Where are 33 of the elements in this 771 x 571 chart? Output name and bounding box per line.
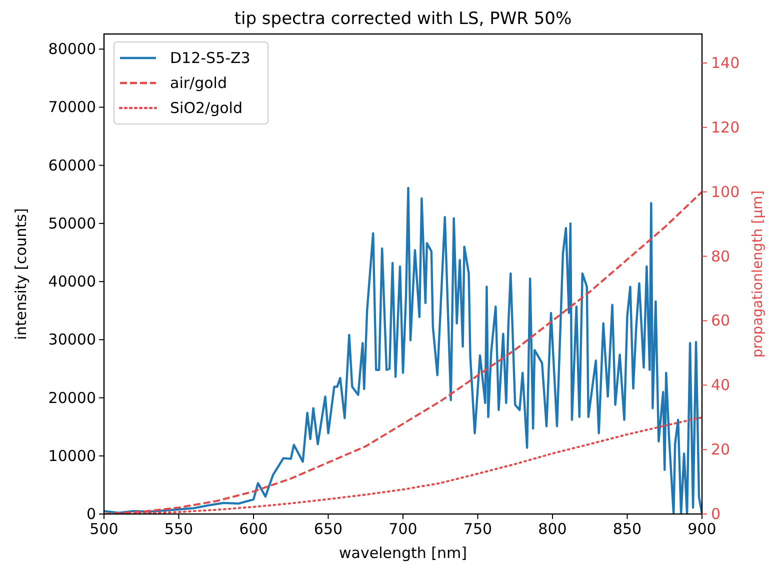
legend-label: D12-S5-Z3 xyxy=(170,49,250,67)
y-tick-label: 20000 xyxy=(48,388,96,407)
x-tick-label: 900 xyxy=(688,520,716,538)
y-tick-label: 60000 xyxy=(48,156,96,174)
y2-tick-label: 120 xyxy=(711,118,740,136)
y2-tick-label: 60 xyxy=(711,312,730,330)
y-tick-label: 30000 xyxy=(48,330,96,349)
legend-label: SiO2/gold xyxy=(170,99,242,117)
legend-label: air/gold xyxy=(170,74,227,92)
y2-tick-label: 20 xyxy=(711,440,730,459)
x-tick-label: 700 xyxy=(388,520,418,538)
x-tick-label: 750 xyxy=(463,520,492,538)
y2-axis-title: propagationlength [µm] xyxy=(750,190,766,358)
y-tick-label: 10000 xyxy=(48,446,96,465)
x-tick-label: 550 xyxy=(164,520,194,538)
y2-tick-label: 80 xyxy=(711,247,730,266)
y2-tick-label: 140 xyxy=(711,54,740,72)
y-axis-title: intensity [counts] xyxy=(12,208,30,340)
x-tick-label: 500 xyxy=(90,520,118,538)
y-tick-label: 80000 xyxy=(48,40,96,58)
chart-title: tip spectra corrected with LS, PWR 50% xyxy=(234,9,572,29)
y-tick-label: 0 xyxy=(86,505,96,523)
x-tick-label: 800 xyxy=(538,520,567,538)
x-tick-label: 600 xyxy=(239,520,268,538)
y2-tick-label: 0 xyxy=(711,505,721,523)
x-tick-label: 650 xyxy=(314,520,343,538)
y-tick-label: 40000 xyxy=(48,272,96,291)
y2-tick-label: 40 xyxy=(711,376,730,394)
x-axis-title: wavelength [nm] xyxy=(339,544,467,562)
x-tick-label: 850 xyxy=(612,520,642,538)
y-tick-label: 70000 xyxy=(48,98,96,116)
y2-tick-label: 100 xyxy=(711,182,740,201)
y-tick-label: 50000 xyxy=(48,214,96,232)
